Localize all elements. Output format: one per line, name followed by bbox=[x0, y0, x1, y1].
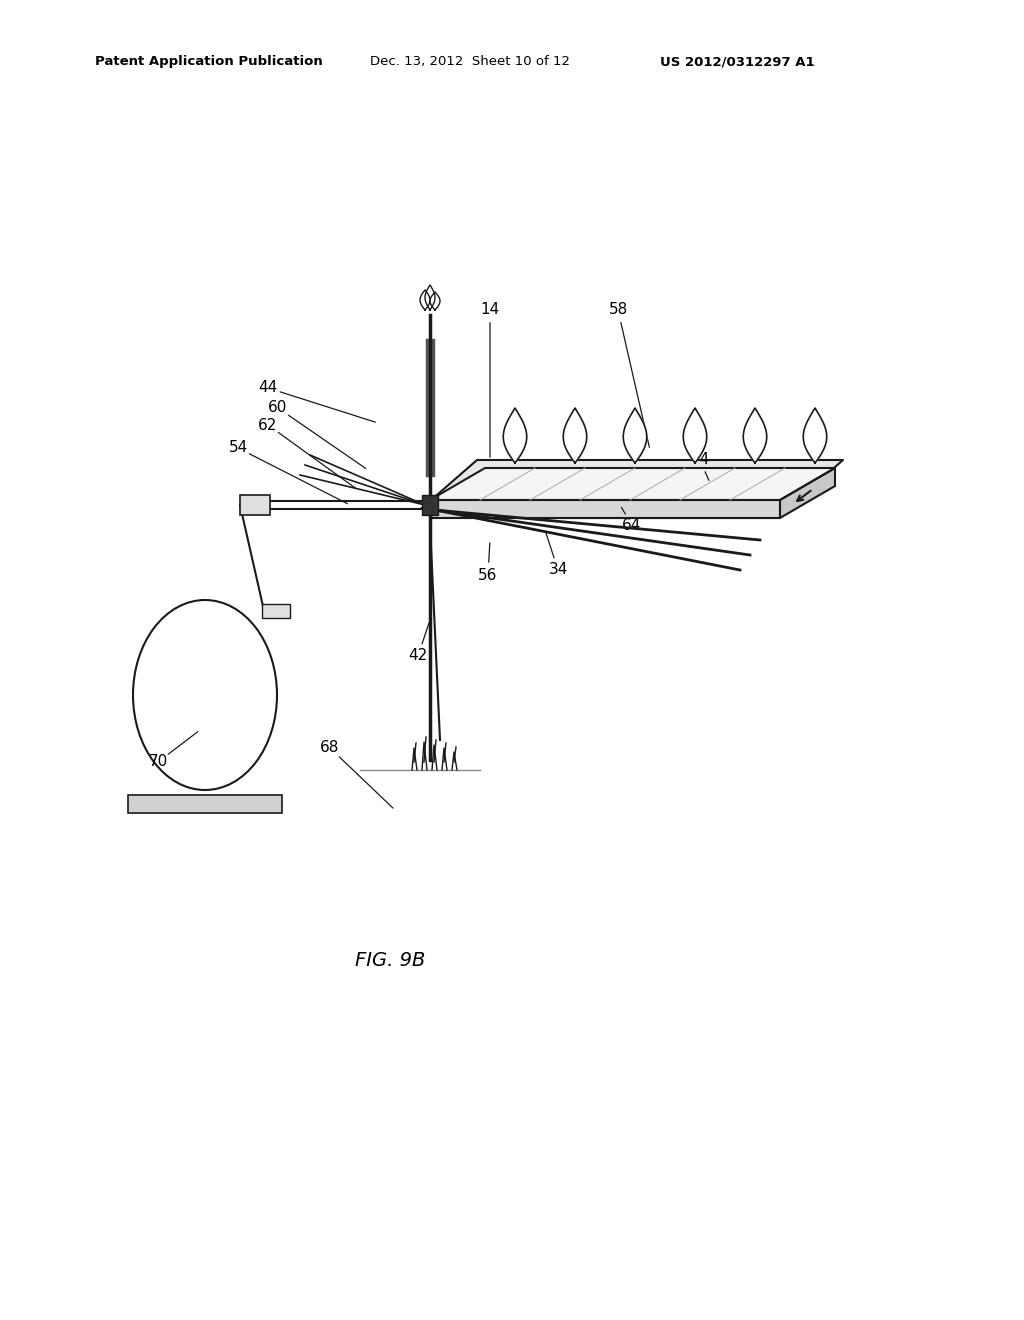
Text: 74: 74 bbox=[690, 453, 710, 467]
Bar bbox=[422, 495, 438, 515]
Text: 70: 70 bbox=[148, 755, 168, 770]
Text: 54: 54 bbox=[228, 441, 248, 455]
Text: 44: 44 bbox=[258, 380, 278, 396]
Polygon shape bbox=[803, 408, 826, 463]
Polygon shape bbox=[683, 408, 707, 463]
Text: 64: 64 bbox=[623, 517, 642, 532]
Ellipse shape bbox=[133, 601, 278, 789]
Polygon shape bbox=[624, 408, 647, 463]
Polygon shape bbox=[780, 469, 835, 517]
Polygon shape bbox=[422, 459, 843, 508]
Text: 42: 42 bbox=[409, 648, 428, 664]
Bar bbox=[240, 495, 270, 515]
Bar bbox=[262, 605, 290, 618]
Text: US 2012/0312297 A1: US 2012/0312297 A1 bbox=[660, 55, 815, 69]
Text: 56: 56 bbox=[478, 568, 498, 582]
Text: Patent Application Publication: Patent Application Publication bbox=[95, 55, 323, 69]
Polygon shape bbox=[430, 500, 780, 517]
Text: Dec. 13, 2012  Sheet 10 of 12: Dec. 13, 2012 Sheet 10 of 12 bbox=[370, 55, 570, 69]
Text: 62: 62 bbox=[258, 417, 278, 433]
Text: 58: 58 bbox=[608, 302, 628, 318]
Text: 60: 60 bbox=[268, 400, 288, 416]
Polygon shape bbox=[743, 408, 767, 463]
Text: 14: 14 bbox=[480, 302, 500, 318]
Polygon shape bbox=[430, 469, 835, 500]
Polygon shape bbox=[563, 408, 587, 463]
Text: FIG. 9B: FIG. 9B bbox=[354, 950, 425, 969]
Text: 68: 68 bbox=[321, 741, 340, 755]
Bar bbox=[128, 795, 282, 813]
Polygon shape bbox=[503, 408, 526, 463]
Text: 34: 34 bbox=[548, 562, 567, 578]
